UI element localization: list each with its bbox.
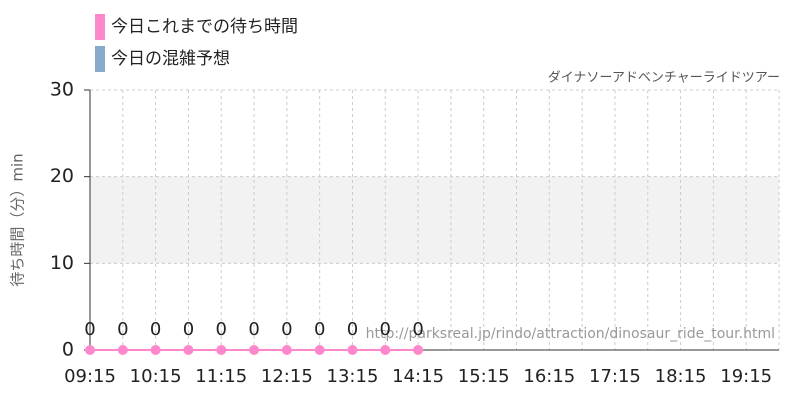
x-tick-label: 18:15 xyxy=(655,366,707,387)
data-point xyxy=(413,345,424,355)
x-tick-label: 12:15 xyxy=(261,366,313,387)
data-label: 0 xyxy=(248,319,259,340)
data-point xyxy=(380,345,391,355)
data-label: 0 xyxy=(117,319,128,340)
y-axis-label: 待ち時間（分）min xyxy=(9,153,27,286)
data-point xyxy=(347,345,358,355)
data-label: 0 xyxy=(347,319,358,340)
shaded-band xyxy=(90,176,779,264)
legend-swatch xyxy=(95,14,105,40)
x-tick-label: 14:15 xyxy=(392,366,444,387)
data-point xyxy=(117,345,128,355)
x-tick-label: 11:15 xyxy=(195,366,247,387)
data-label: 0 xyxy=(84,319,95,340)
legend-label: 今日の混雑予想 xyxy=(111,49,230,69)
y-tick-label: 30 xyxy=(50,79,74,101)
data-label: 0 xyxy=(183,319,194,340)
data-label: 0 xyxy=(216,319,227,340)
x-tick-label: 09:15 xyxy=(64,366,116,387)
y-tick-label: 10 xyxy=(50,252,74,274)
data-label: 0 xyxy=(380,319,391,340)
data-point xyxy=(150,345,161,355)
chart-subtitle: ダイナソーアドベンチャーライドツアー xyxy=(548,71,780,86)
legend-swatch xyxy=(95,46,105,72)
data-point xyxy=(183,345,194,355)
y-tick-label: 20 xyxy=(50,165,74,187)
data-point xyxy=(249,345,260,355)
x-tick-label: 10:15 xyxy=(130,366,182,387)
data-label: 0 xyxy=(314,319,325,340)
x-tick-label: 16:15 xyxy=(523,366,575,387)
data-point xyxy=(314,345,325,355)
data-point xyxy=(85,345,95,355)
data-point xyxy=(281,345,292,355)
data-label: 0 xyxy=(412,319,423,340)
data-label: 0 xyxy=(281,319,292,340)
y-tick-label: 0 xyxy=(62,339,74,361)
data-point xyxy=(216,345,227,355)
annotation: http://parksreal.jp/rindo/attraction/din… xyxy=(366,326,775,342)
x-tick-label: 17:15 xyxy=(589,366,641,387)
x-tick-label: 13:15 xyxy=(327,366,379,387)
x-tick-label: 15:15 xyxy=(458,366,510,387)
data-label: 0 xyxy=(150,319,161,340)
x-tick-label: 19:15 xyxy=(720,366,772,387)
legend-label: 今日これまでの待ち時間 xyxy=(111,17,298,37)
